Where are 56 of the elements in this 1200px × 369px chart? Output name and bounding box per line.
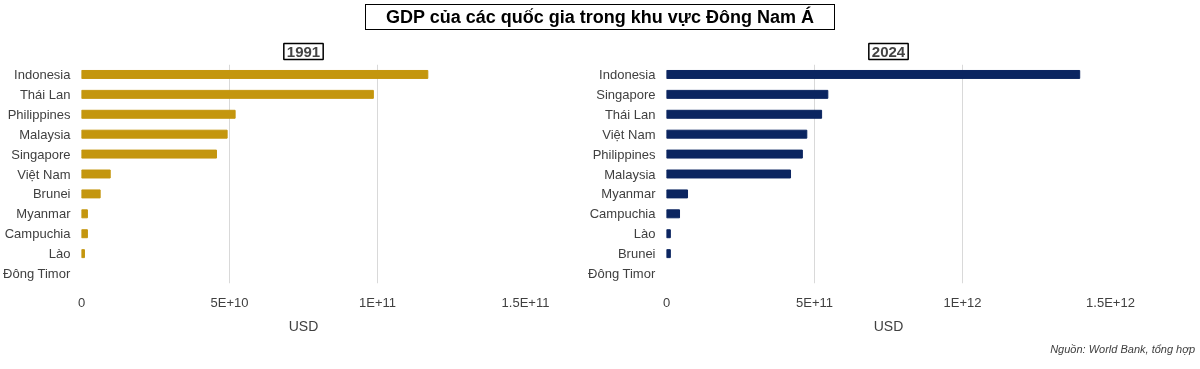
chart-title: 1991 — [286, 42, 321, 60]
bar — [666, 169, 792, 179]
bar — [666, 109, 823, 119]
bar — [666, 228, 671, 238]
bar — [81, 248, 85, 258]
text: GDP của các quốc gia trong khu vực Đông Nam Á — [365, 4, 835, 30]
bar — [666, 189, 689, 199]
y-tick-label: Campuchia — [4, 225, 72, 241]
bar — [81, 189, 101, 199]
x-axis-title: USD — [288, 317, 319, 334]
bar — [81, 149, 217, 159]
y-tick-label: Philippines — [7, 106, 71, 122]
x-tick-label: 1.5E+11 — [501, 294, 550, 310]
bar — [81, 209, 88, 218]
bar — [81, 228, 88, 238]
x-tick-label: 0 — [77, 294, 86, 310]
y-tick-label: Singapore — [596, 86, 656, 102]
x-tick-label: 5E+10 — [210, 294, 249, 310]
text: Nguồn: World Bank, tổng hợp — [1049, 341, 1195, 357]
chart-title: 2024 — [871, 42, 906, 60]
y-tick-label: Việt Nam — [602, 126, 656, 142]
y-tick-label: Thái Lan — [604, 106, 656, 122]
y-tick-label: Malaysia — [604, 166, 657, 182]
x-tick-label: 0 — [662, 294, 671, 310]
y-tick-label: Malaysia — [19, 126, 72, 142]
bar — [81, 69, 429, 79]
bar — [666, 209, 681, 218]
y-tick-label: Indonesia — [599, 66, 657, 82]
y-tick-label: Myanmar — [601, 186, 657, 202]
y-tick-label: Đông Timor — [3, 265, 71, 281]
y-tick-label: Việt Nam — [17, 166, 71, 182]
y-tick-label: Myanmar — [16, 206, 72, 222]
bar — [666, 149, 803, 159]
y-tick-label: Thái Lan — [19, 86, 71, 102]
y-tick-label: Brunei — [617, 245, 656, 261]
x-tick-label: 1E+11 — [359, 294, 397, 310]
bar — [666, 89, 829, 99]
y-tick-label: Lào — [48, 245, 71, 261]
bar — [666, 248, 671, 258]
y-tick-label: Đông Timor — [588, 265, 656, 281]
bar — [666, 129, 808, 139]
x-axis-title: USD — [873, 317, 904, 334]
bar — [81, 89, 374, 99]
y-tick-label: Brunei — [32, 186, 71, 202]
y-tick-label: Singapore — [11, 146, 71, 162]
y-tick-label: Indonesia — [14, 66, 72, 82]
y-tick-label: Philippines — [592, 146, 656, 162]
x-tick-label: 1.5E+12 — [1086, 294, 1135, 310]
bar — [81, 109, 236, 119]
y-tick-label: Campuchia — [589, 206, 657, 222]
x-tick-label: 5E+11 — [796, 294, 834, 310]
y-tick-label: Lào — [633, 225, 656, 241]
x-tick-label: 1E+12 — [943, 294, 982, 310]
bar — [81, 129, 228, 139]
bar — [666, 69, 1081, 79]
bar — [81, 169, 111, 179]
